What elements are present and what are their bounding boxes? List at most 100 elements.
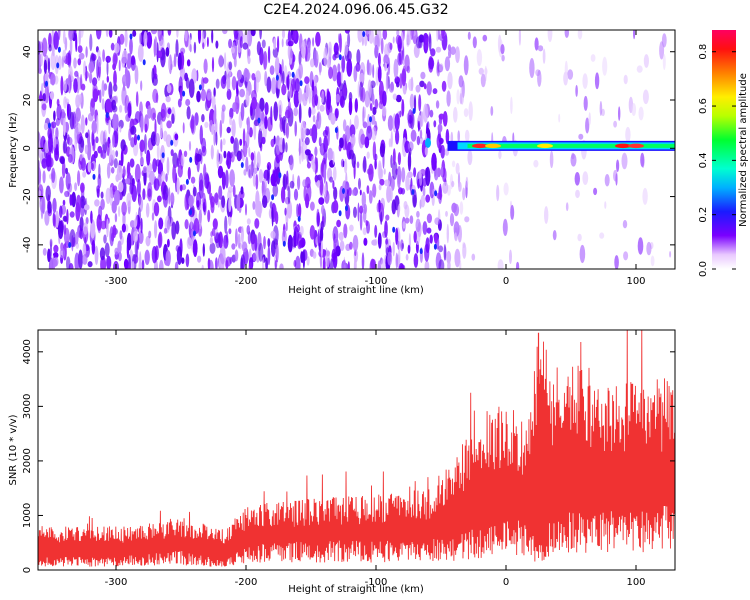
spectrogram-cell <box>53 244 59 253</box>
spectrogram-cell <box>105 187 111 204</box>
spectrogram-cell <box>599 101 603 116</box>
spectrogram-cell <box>301 150 304 162</box>
spectrogram-cell <box>79 30 84 38</box>
spectrogram-cell <box>210 231 213 238</box>
spectrogram-cell <box>65 167 68 175</box>
x-tick-label: 100 <box>626 577 645 588</box>
spectrogram-cell <box>426 227 432 234</box>
spectrogram-cell <box>362 156 367 173</box>
spectrogram-cell <box>440 144 446 159</box>
spectrogram-cell <box>360 133 366 145</box>
spectrogram-cell <box>124 178 131 185</box>
spectrogram-cell <box>240 186 244 195</box>
spectrogram-cell <box>296 203 299 218</box>
spectrogram-cell <box>168 187 171 205</box>
spectrogram-cell <box>318 197 325 205</box>
spectrogram-cell <box>118 205 121 217</box>
spectrogram-cell <box>262 195 268 209</box>
spectrogram-cell <box>400 188 406 195</box>
colorbar-tick-label: 0.4 <box>698 152 709 168</box>
y-tick-label: 40 <box>22 45 33 58</box>
spectrogram-cell <box>359 210 363 231</box>
spectrogram-cell <box>130 228 134 246</box>
spectrogram-cell <box>190 176 196 184</box>
spectrogram-cell <box>319 104 325 112</box>
spectrogram-cell <box>570 153 577 167</box>
spectrogram-cell <box>344 41 349 56</box>
spectrogram-cell <box>85 117 88 126</box>
spectrogram-cell <box>370 114 376 125</box>
spectrogram-cell <box>449 213 455 227</box>
spectrogram-cell <box>218 185 223 200</box>
spectrogram-cell <box>313 50 319 68</box>
spectrogram-cell <box>106 162 111 179</box>
spectrogram-cell <box>418 169 422 179</box>
spectrogram-cell <box>165 47 170 57</box>
spectrogram-cell <box>138 261 143 269</box>
spectrogram-cell <box>380 259 386 269</box>
spectrogram-cell <box>228 196 232 213</box>
spectrogram-cell <box>372 106 377 116</box>
spectrogram-cell <box>594 72 600 90</box>
spectrogram-cell <box>309 128 313 137</box>
spectrogram-cell <box>53 31 59 50</box>
spectrogram-cell <box>332 53 337 61</box>
spectrogram-cell <box>215 232 221 249</box>
spectrogram-cell <box>262 256 265 269</box>
spectrogram-cell <box>378 184 382 191</box>
spectrogram-cell <box>430 48 436 57</box>
spectrogram-cell <box>564 30 569 38</box>
spectrogram-cell <box>167 30 172 36</box>
spectrogram-cell <box>131 55 136 66</box>
spectrogram-cell <box>115 150 119 158</box>
spectrogram-cell <box>75 94 81 109</box>
spectrogram-cell <box>129 33 133 40</box>
spectrogram-cell <box>282 173 287 190</box>
spectrogram-cell <box>77 45 83 53</box>
spectrogram-cell <box>575 189 580 199</box>
spectrogram-cell <box>114 42 120 54</box>
spectrogram-cell <box>166 156 170 176</box>
spectrogram-cell <box>368 190 373 204</box>
spectrogram-cell <box>67 134 70 145</box>
spectrogram-cell <box>170 139 174 146</box>
spectrogram-cell <box>298 103 302 124</box>
spectrogram-cell <box>38 93 43 102</box>
spectrogram-cell <box>276 244 280 261</box>
spectrogram-cell <box>209 242 216 254</box>
spectrogram-cell <box>96 30 102 40</box>
spectrogram-cell <box>438 259 445 269</box>
spectrogram-cell <box>157 50 163 59</box>
spectrogram-cell <box>192 186 197 197</box>
spectrogram-cell <box>429 234 433 244</box>
spectrogram-cell <box>369 103 373 111</box>
snr-frame <box>37 329 676 571</box>
spectrogram-cell <box>139 156 144 166</box>
spectrogram-cell <box>442 181 449 194</box>
spectrogram-cell <box>434 190 438 197</box>
spectrogram-cell <box>211 56 215 73</box>
colorbar-label: Normalized spectral amplitude <box>738 73 749 227</box>
spectrogram-cell <box>106 218 109 238</box>
snr-line <box>38 330 675 567</box>
spectrogram-cell <box>308 87 312 104</box>
spectrogram-cell <box>160 170 166 182</box>
spectrogram-cell <box>567 69 574 80</box>
spectrogram-cell <box>638 106 644 121</box>
spectrogram-cell <box>272 47 279 58</box>
spectrogram-cell <box>206 88 212 101</box>
spectrogram-cell <box>120 148 124 167</box>
spectrogram-cell <box>255 76 259 93</box>
spectrogram-cell <box>356 161 360 169</box>
spectrogram-cell <box>154 73 158 80</box>
spectrogram-cell <box>323 47 328 67</box>
spectrogram-cell <box>345 125 351 143</box>
spectrogram-cell <box>271 240 276 257</box>
spectrogram-cell <box>132 30 137 37</box>
spectrogram-cell <box>43 59 48 74</box>
spectrogram-cell <box>221 171 226 190</box>
spectrogram-cell <box>182 122 185 134</box>
spectrogram-cell <box>290 48 293 59</box>
spectrogram-cell <box>337 63 341 73</box>
